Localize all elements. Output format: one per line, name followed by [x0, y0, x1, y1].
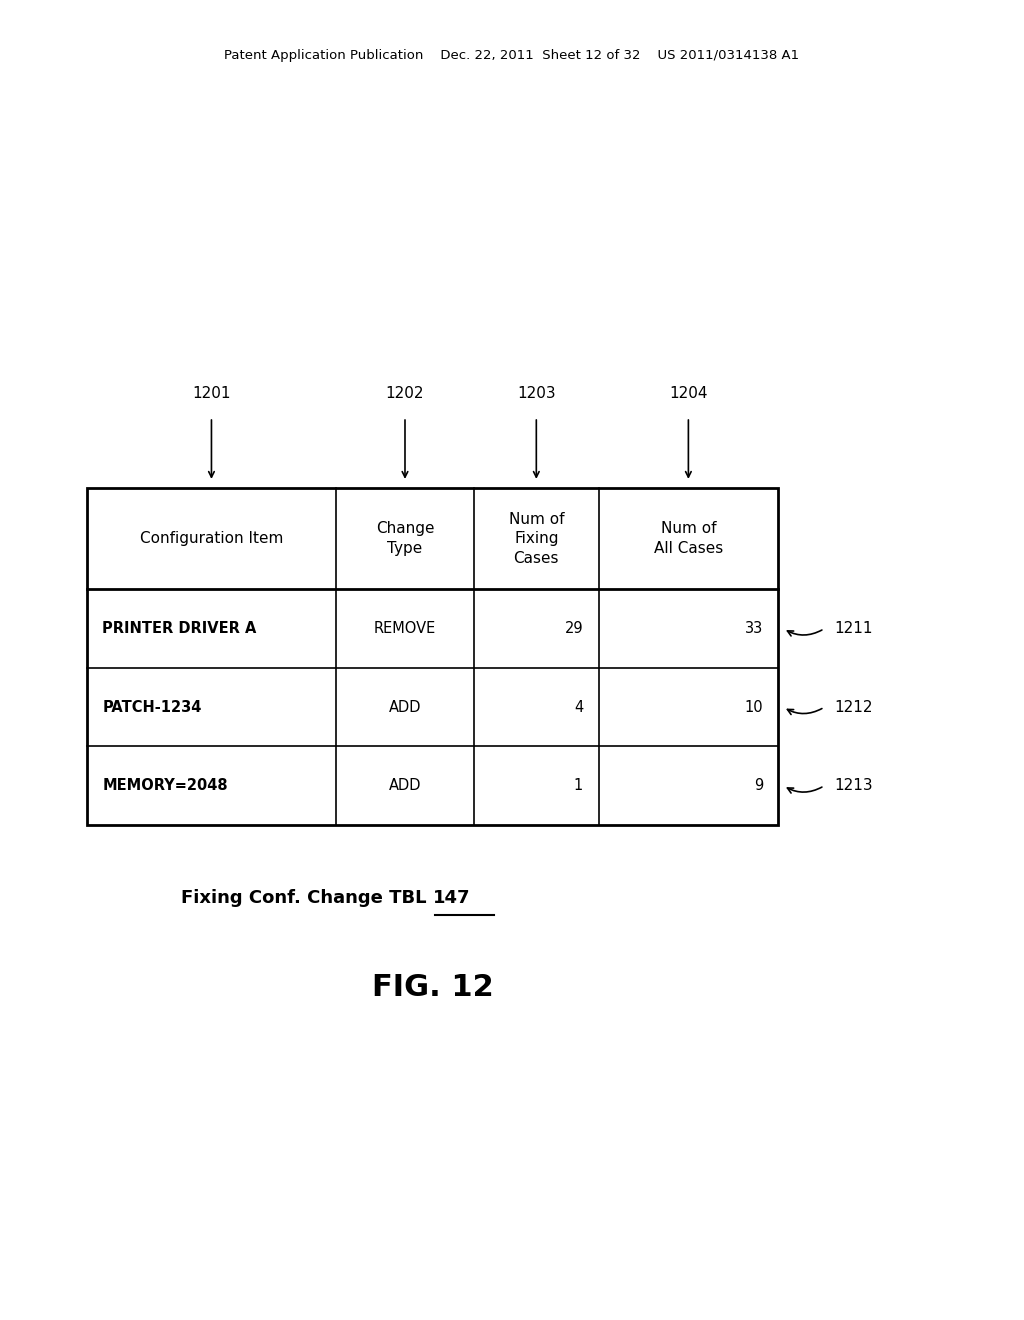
Text: 33: 33 — [744, 622, 763, 636]
Text: 1201: 1201 — [193, 385, 230, 401]
Text: 9: 9 — [754, 779, 763, 793]
Text: 147: 147 — [432, 888, 470, 907]
Text: Fixing Conf. Change TBL: Fixing Conf. Change TBL — [181, 888, 432, 907]
Text: FIG. 12: FIG. 12 — [372, 973, 494, 1002]
Text: 10: 10 — [744, 700, 763, 714]
Text: Configuration Item: Configuration Item — [139, 532, 284, 546]
Text: 4: 4 — [573, 700, 584, 714]
Text: 1213: 1213 — [835, 779, 873, 793]
Text: Change
Type: Change Type — [376, 521, 434, 556]
Text: Num of
All Cases: Num of All Cases — [653, 521, 723, 556]
Text: 1202: 1202 — [386, 385, 424, 401]
Text: 1211: 1211 — [835, 622, 873, 636]
Text: 1212: 1212 — [835, 700, 873, 714]
Text: 29: 29 — [564, 622, 584, 636]
Text: Num of
Fixing
Cases: Num of Fixing Cases — [509, 512, 564, 566]
Text: ADD: ADD — [389, 700, 421, 714]
Text: MEMORY=2048: MEMORY=2048 — [102, 779, 228, 793]
Text: REMOVE: REMOVE — [374, 622, 436, 636]
Text: 1203: 1203 — [517, 385, 556, 401]
Text: 1: 1 — [573, 779, 584, 793]
Bar — [87, 488, 778, 825]
Text: PRINTER DRIVER A: PRINTER DRIVER A — [102, 622, 257, 636]
Text: Patent Application Publication    Dec. 22, 2011  Sheet 12 of 32    US 2011/03141: Patent Application Publication Dec. 22, … — [224, 49, 800, 62]
Text: 1204: 1204 — [669, 385, 708, 401]
Text: ADD: ADD — [389, 779, 421, 793]
Text: PATCH-1234: PATCH-1234 — [102, 700, 202, 714]
